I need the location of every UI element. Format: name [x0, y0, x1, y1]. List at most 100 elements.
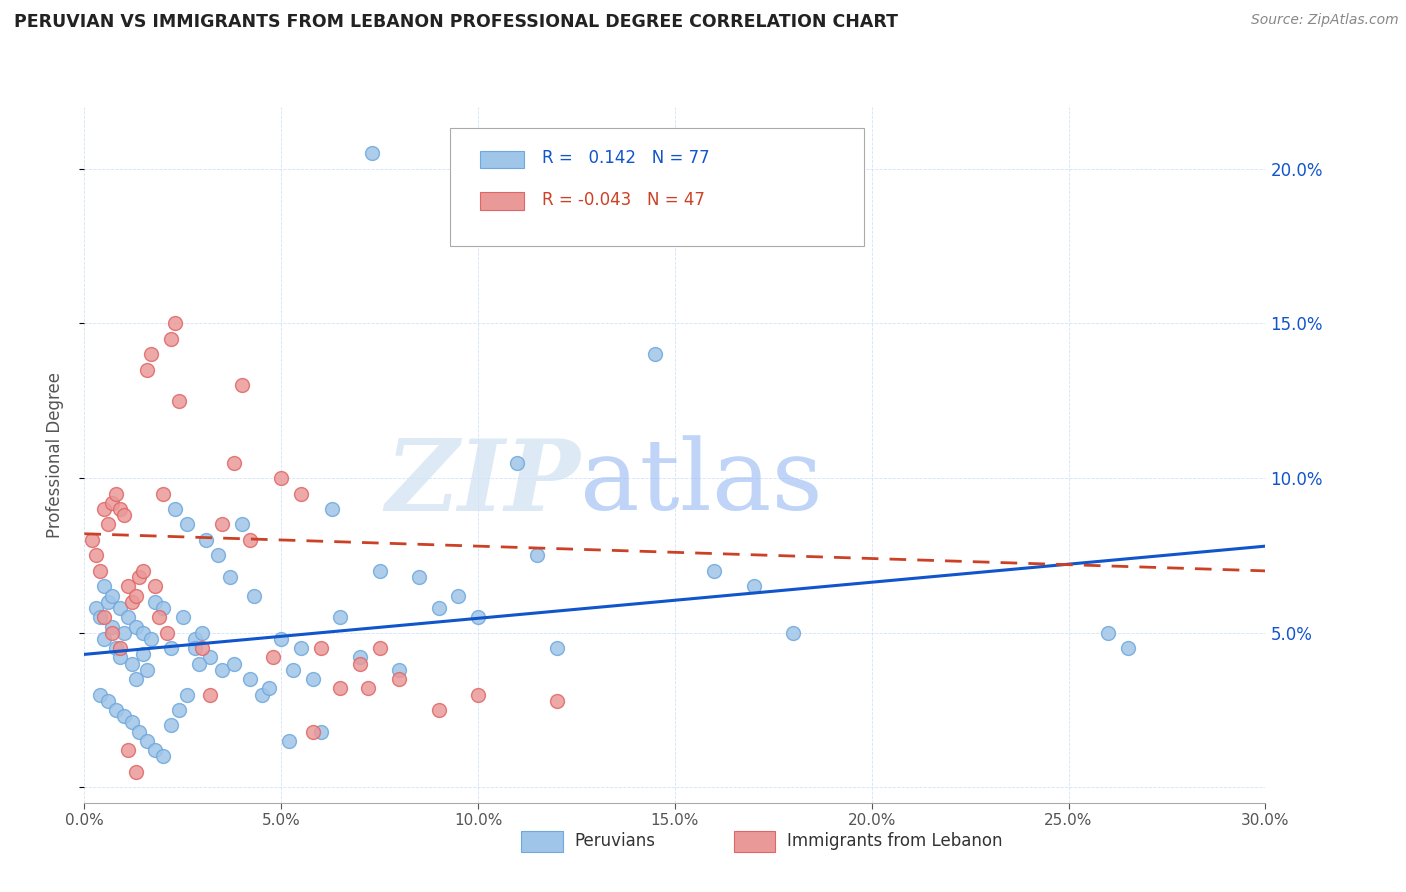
Point: [211, 517, 233, 532]
Point: [136, 363, 159, 377]
Point: [191, 625, 214, 640]
Point: [191, 641, 214, 656]
Point: [270, 632, 292, 646]
Text: Peruvians: Peruvians: [575, 832, 655, 850]
Point: [152, 601, 174, 615]
Point: [329, 610, 352, 624]
Text: Source: ZipAtlas.com: Source: ZipAtlas.com: [1251, 13, 1399, 28]
Point: [200, 688, 222, 702]
Point: [742, 579, 765, 593]
Point: [368, 641, 391, 656]
Point: [108, 650, 131, 665]
Point: [124, 672, 146, 686]
Point: [93, 579, 115, 593]
Text: R = -0.043   N = 47: R = -0.043 N = 47: [543, 191, 704, 209]
Point: [128, 724, 150, 739]
Point: [132, 625, 155, 640]
Point: [388, 672, 411, 686]
Bar: [479, 151, 524, 168]
Point: [360, 146, 382, 161]
Point: [104, 703, 127, 717]
Point: [84, 601, 107, 615]
Point: [231, 378, 253, 392]
Point: [101, 619, 124, 633]
Point: [89, 610, 111, 624]
Point: [349, 650, 371, 665]
Point: [89, 688, 111, 702]
Point: [281, 663, 304, 677]
Text: ZIP: ZIP: [385, 434, 581, 531]
Point: [176, 517, 198, 532]
Point: [143, 595, 166, 609]
Point: [644, 347, 666, 361]
Point: [200, 650, 222, 665]
Point: [93, 502, 115, 516]
Point: [703, 564, 725, 578]
Point: [160, 332, 183, 346]
Point: [222, 657, 245, 671]
Point: [388, 663, 411, 677]
Point: [1097, 625, 1119, 640]
Point: [124, 764, 146, 779]
Point: [467, 610, 489, 624]
Point: [112, 508, 135, 523]
Point: [329, 681, 352, 696]
Point: [782, 625, 804, 640]
Point: [259, 681, 281, 696]
Point: [427, 703, 450, 717]
Bar: [734, 830, 775, 852]
Point: [156, 625, 179, 640]
Point: [239, 533, 262, 547]
Point: [262, 650, 284, 665]
Point: [82, 533, 104, 547]
Point: [467, 688, 489, 702]
Point: [167, 393, 190, 408]
Point: [349, 657, 371, 671]
Point: [309, 724, 332, 739]
Point: [290, 486, 312, 500]
Y-axis label: Professional Degree: Professional Degree: [45, 372, 63, 538]
Point: [427, 601, 450, 615]
Point: [222, 456, 245, 470]
Point: [301, 724, 323, 739]
Bar: [479, 193, 524, 210]
Point: [321, 502, 343, 516]
Point: [97, 595, 120, 609]
Point: [546, 641, 568, 656]
Point: [357, 681, 380, 696]
Point: [121, 657, 143, 671]
Point: [108, 641, 131, 656]
Point: [141, 347, 163, 361]
Point: [132, 648, 155, 662]
Point: [112, 625, 135, 640]
Point: [278, 734, 301, 748]
Point: [143, 743, 166, 757]
Point: [309, 641, 332, 656]
Point: [97, 694, 120, 708]
Text: R =   0.142   N = 77: R = 0.142 N = 77: [543, 149, 710, 167]
Point: [117, 743, 139, 757]
Point: [207, 549, 229, 563]
Point: [117, 579, 139, 593]
Point: [104, 641, 127, 656]
Point: [242, 589, 264, 603]
Point: [176, 688, 198, 702]
Point: [101, 589, 124, 603]
Point: [183, 641, 205, 656]
Point: [167, 703, 190, 717]
Point: [506, 456, 529, 470]
Point: [160, 718, 183, 732]
Point: [89, 564, 111, 578]
Point: [172, 610, 194, 624]
Point: [148, 610, 170, 624]
Text: atlas: atlas: [581, 435, 823, 531]
Point: [270, 471, 292, 485]
Point: [101, 496, 124, 510]
Point: [211, 663, 233, 677]
Bar: [522, 830, 562, 852]
Point: [141, 632, 163, 646]
Point: [97, 517, 120, 532]
Point: [152, 486, 174, 500]
Point: [124, 619, 146, 633]
Point: [132, 564, 155, 578]
